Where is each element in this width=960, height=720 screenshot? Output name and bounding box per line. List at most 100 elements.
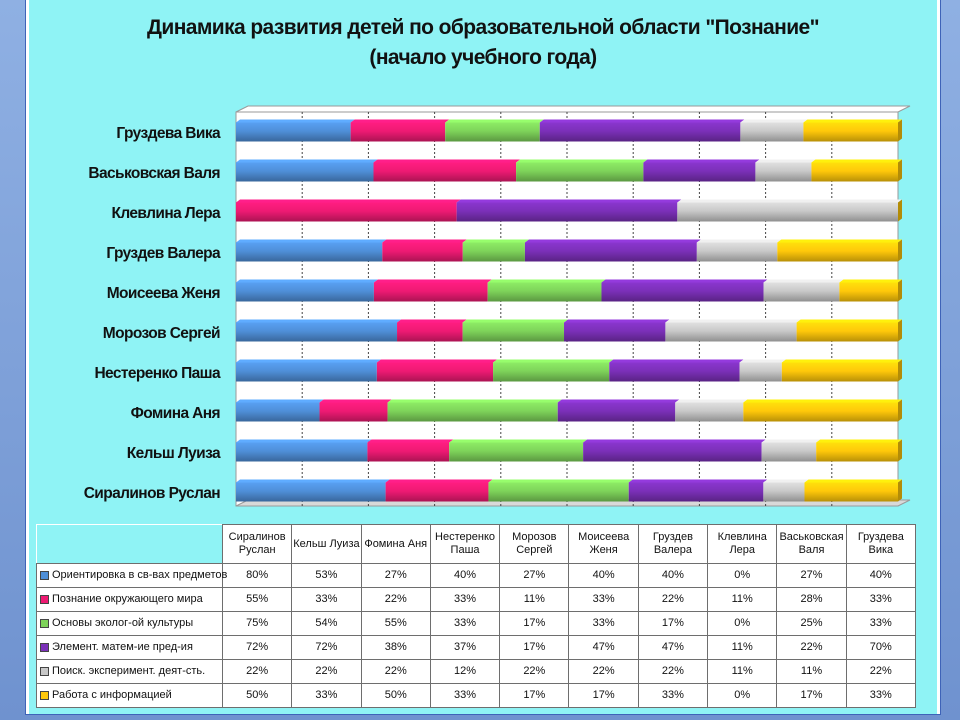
category-label: Груздева Вика: [116, 125, 221, 142]
series-legend-cell: Познание окружающего мира: [36, 587, 223, 612]
bar-segment: [665, 319, 801, 342]
table-cell: 11%: [707, 587, 778, 612]
table-cell: 22%: [776, 635, 847, 660]
data-table: Сиралинов Руслан Кельш Луиза Фомина Аня Нес…: [36, 524, 916, 708]
bar-end-cap: [898, 399, 902, 422]
table-column-header: Груздева Вика: [845, 524, 916, 564]
table-cell: 47%: [637, 635, 709, 660]
table-cell: 33%: [429, 587, 501, 612]
series-name: Работа с информацией: [52, 689, 172, 701]
bar-segment: [777, 239, 902, 262]
table-row: Ориентировка в св-вах предметов 80% 53% 27%…: [36, 563, 916, 588]
category-label: Васьковская Валя: [88, 165, 220, 182]
table-cell: 33%: [568, 587, 639, 612]
bar-segment: [236, 239, 387, 262]
category-label: Моисеева Женя: [107, 285, 220, 302]
bar-segment: [373, 279, 492, 302]
bar-segment: [385, 479, 493, 502]
bar-segment: [367, 439, 454, 462]
table-cell: 40%: [845, 563, 916, 588]
table-cell: 17%: [499, 683, 570, 708]
category-label: Кельш Луиза: [127, 445, 221, 462]
bar-segment: [516, 159, 648, 182]
category-label: Сиралинов Руслан: [84, 485, 221, 502]
series-legend-cell: Элемент. матем-ие пред-ия: [36, 635, 223, 660]
legend-key: [40, 690, 49, 700]
bar-segment: [456, 199, 682, 222]
bar-segment: [628, 479, 768, 502]
bar-segment: [487, 279, 606, 302]
table-cell: 72%: [291, 635, 362, 660]
table-cell: 33%: [568, 611, 639, 636]
series-legend-cell: Работа с информацией: [36, 683, 223, 708]
table-cell: 27%: [360, 563, 431, 588]
table-row: Элемент. матем-ие пред-ия 72% 72% 38% 37% 17%…: [36, 635, 916, 660]
table-cell: 17%: [568, 683, 639, 708]
series-name: Ориентировка в св-вах предметов: [52, 569, 228, 581]
bar-segment: [804, 479, 902, 502]
table-cell: 17%: [499, 611, 570, 636]
table-cell: 11%: [707, 659, 778, 684]
table-cell: 22%: [637, 659, 709, 684]
legend-key: [40, 618, 49, 628]
table-corner: [36, 524, 223, 564]
bar-segment: [743, 399, 902, 422]
table-cell: 40%: [429, 563, 501, 588]
table-column-header: Сиралинов Руслан: [221, 524, 293, 564]
bar-segment: [376, 359, 498, 382]
series-legend-cell: Ориентировка в св-вах предметов: [36, 563, 227, 588]
table-cell: 50%: [221, 683, 293, 708]
legend-key: [40, 570, 49, 580]
table-cell: 33%: [845, 587, 916, 612]
bar-end-cap: [898, 319, 902, 342]
table-cell: 38%: [360, 635, 431, 660]
table-cell: 22%: [568, 659, 639, 684]
table-cell: 72%: [221, 635, 293, 660]
table-cell: 37%: [429, 635, 501, 660]
bar-segment: [803, 119, 902, 142]
bar-segment: [493, 359, 614, 382]
table-column-header: Груздев Валера: [637, 524, 709, 564]
bar-segment: [488, 479, 633, 502]
table-cell: 11%: [776, 659, 847, 684]
bar-end-cap: [898, 119, 902, 142]
bar-segment: [319, 399, 392, 422]
bar-segment: [236, 199, 461, 222]
table-cell: 40%: [637, 563, 709, 588]
bar-segment: [557, 399, 680, 422]
table-column-header: Клевлина Лера: [707, 524, 778, 564]
bar-segment: [462, 239, 529, 262]
table-cell: 17%: [499, 635, 570, 660]
bar-segment: [236, 479, 390, 502]
bar-segment: [763, 279, 844, 302]
bar-segment: [816, 439, 902, 462]
table-cell: 75%: [221, 611, 293, 636]
bar-segment: [236, 319, 402, 342]
table-cell: 22%: [637, 587, 709, 612]
legend-key: [40, 594, 49, 604]
table-cell: 54%: [291, 611, 362, 636]
bar-segment: [236, 119, 355, 142]
table-cell: 40%: [568, 563, 639, 588]
table-row: Основы эколог-ой культуры 75% 54% 55% 33% 17%…: [36, 611, 916, 636]
table-cell: 17%: [637, 611, 709, 636]
table-cell: 55%: [360, 611, 431, 636]
bar-end-cap: [898, 239, 902, 262]
table-row: Познание окружающего мира 55% 33% 22% 33% 11%…: [36, 587, 916, 612]
table-cell: 22%: [360, 587, 431, 612]
series-legend-cell: Поиск. эксперимент. деят-сть.: [36, 659, 223, 684]
table-column-header: Кельш Луиза: [291, 524, 362, 564]
table-cell: 33%: [291, 683, 362, 708]
table-cell: 0%: [707, 683, 778, 708]
table-cell: 33%: [845, 611, 916, 636]
table-row: Поиск. эксперимент. деят-сть. 22% 22% 22% 12…: [36, 659, 916, 684]
table-cell: 22%: [291, 659, 362, 684]
plot-top-wall: [235, 105, 911, 113]
bar-segment: [796, 319, 902, 342]
table-column-header: Морозов Сергей: [499, 524, 570, 564]
category-label: Клевлина Лера: [112, 205, 221, 222]
bar-segment: [236, 399, 324, 422]
bar-end-cap: [898, 359, 902, 382]
table-cell: 80%: [221, 563, 293, 588]
bar-segment: [350, 119, 450, 142]
